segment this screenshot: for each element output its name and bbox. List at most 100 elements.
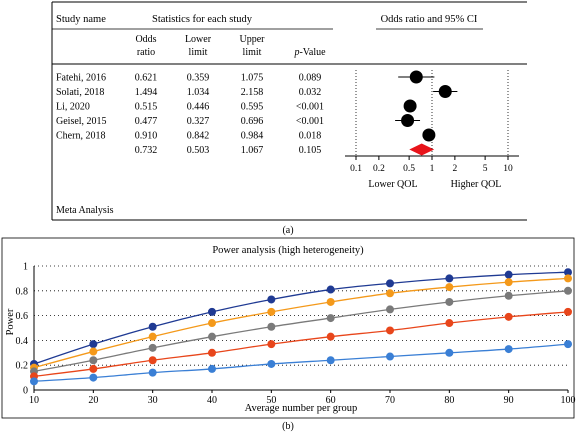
series-4-point [445,319,454,328]
effect-point [422,128,436,142]
effect-point [401,114,415,127]
series-1-point [208,307,216,316]
left-direction-label: Lower QOL [368,179,417,190]
x-tick-label: 70 [385,395,395,406]
forest-x-tick-label: 10 [503,164,513,174]
series-1-point [267,295,276,304]
table-rows: Fatehi, 2016 0.621 0.359 1.075 0.089 Solati, … [56,73,324,157]
series-2-point [208,319,216,328]
forest-x-tick-label: 2 [453,164,458,174]
series-1-point [326,285,335,294]
header-stats-group: Statistics for each study [152,14,253,25]
series-5-point [267,359,276,368]
y-tick-label: 0.8 [16,286,29,297]
series-3-point [208,332,216,341]
y-tick-label: 0.4 [16,336,29,347]
series-5-point [445,348,454,357]
series-1-point [89,340,98,349]
series-2-point [267,307,276,316]
panel-label-a: (a) [282,225,293,236]
series-3-point [89,356,98,365]
upper-limit-cell: 1.067 [241,145,264,156]
forest-x-tick-label: 0.1 [350,164,362,174]
series-5-point [30,377,38,386]
header-p-suffix: -Value [299,47,326,58]
effect-point [409,70,423,84]
series-2-point [504,278,513,287]
forest-plot: 0.1 0.2 0.5 1 2 5 10 Lower QOL Higher QOL [345,70,519,190]
forest-x-tick-label: 0.5 [403,164,415,174]
power-chart-panel: Power analysis (high heterogeneity) Powe… [1,237,576,432]
x-tick-label: 80 [444,395,454,406]
lower-limit-cell: 0.446 [187,102,210,113]
series-5-point [504,345,513,354]
series-4-point [208,348,216,357]
header-lower-line2: limit [189,47,208,58]
x-tick-label: 30 [148,395,158,406]
series-5-point [564,340,572,349]
header-upper-line2: limit [243,47,262,58]
series-3-point [267,322,276,331]
series-2-point [445,283,454,292]
line-chart: 0 0.2 0.4 0.6 0.8 1 10 20 30 40 50 60 70 80 90 100 [16,262,576,407]
series-4-point [148,356,157,365]
series-5-point [148,368,157,377]
x-tick-label: 90 [504,395,514,406]
study-name-cell: Chern, 2018 [56,131,105,142]
upper-limit-cell: 1.075 [241,73,264,84]
series-2-point [564,274,572,283]
series-4-point [326,332,335,341]
series-1-point [445,274,454,283]
panel-label-b: (b) [282,421,294,432]
series-3-point [564,286,572,295]
series-5-point [386,352,394,361]
series-5-point [326,356,335,365]
y-tick-label: 0.2 [16,361,29,372]
x-tick-label: 60 [326,395,336,406]
series-4-point [386,326,394,335]
lower-limit-cell: 0.359 [187,73,210,84]
lower-limit-cell: 0.503 [187,145,210,156]
x-tick-label: 40 [207,395,217,406]
series-4-point [564,307,572,316]
x-axis-label: Average number per group [245,403,358,414]
header-p-value: p-Value [293,47,326,58]
series-1-point [564,268,572,277]
header-or-line2: ratio [137,47,155,58]
forest-x-tick-label: 0.2 [373,164,385,174]
series-2-point [148,332,157,341]
footer-meta-analysis: Meta Analysis [56,205,114,216]
p-value-cell: 0.089 [299,73,322,84]
header-forest-title: Odds ratio and 95% CI [381,14,478,25]
p-value-cell: <0.001 [296,102,324,113]
x-tick-label: 10 [29,395,39,406]
chart-title: Power analysis (high heterogeneity) [212,245,364,256]
header-lower-line1: Lower [185,34,212,45]
x-tick-label: 50 [266,395,276,406]
series-3-point [386,305,394,314]
odds-ratio-cell: 0.732 [135,145,158,156]
series-line-1 [33,271,569,365]
series-4-point [504,312,513,321]
odds-ratio-cell: 0.515 [135,102,158,113]
header-or-line1: Odds [135,34,156,45]
y-tick-label: 1 [23,262,28,273]
series-line-2 [33,277,569,369]
forest-x-tick-label: 1 [430,164,435,174]
series-3-point [445,297,454,306]
header-p-italic: p [293,47,299,58]
upper-limit-cell: 0.984 [241,131,264,142]
effect-point [438,85,452,98]
series-5-point [89,373,98,382]
series-5-point [208,364,216,373]
study-name-cell: Fatehi, 2016 [56,73,106,84]
p-value-cell: 0.018 [299,131,322,142]
odds-ratio-cell: 0.477 [135,116,158,127]
header-study-name: Study name [56,14,106,25]
forest-x-tick-label: 5 [483,164,488,174]
upper-limit-cell: 0.595 [241,102,264,113]
study-name-cell: Li, 2020 [56,102,90,113]
right-direction-label: Higher QOL [451,179,502,190]
header-upper-line1: Upper [240,34,266,45]
